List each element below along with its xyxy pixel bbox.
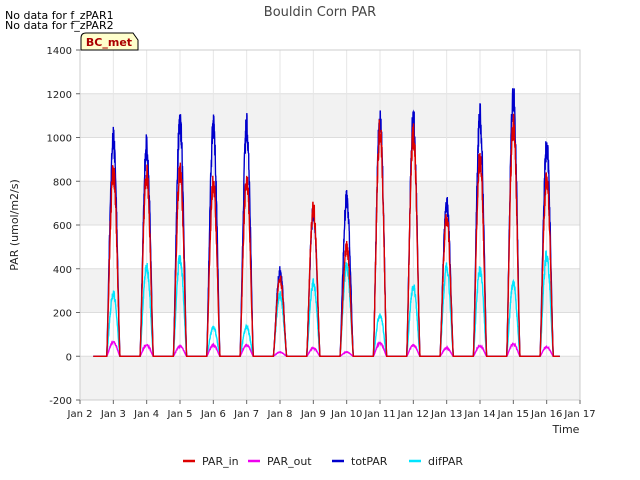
x-tick-label: Jan 8	[267, 409, 293, 420]
x-tick-label: Jan 5	[167, 409, 193, 420]
grid-band	[80, 356, 580, 400]
x-tick-label: Jan 15	[497, 409, 529, 420]
x-tick-label: Jan 10	[330, 409, 362, 420]
series-line-PAR_in	[93, 113, 560, 357]
x-tick-label: Jan 7	[233, 409, 259, 420]
x-tick-label: Jan 3	[100, 409, 126, 420]
grid-band	[80, 93, 580, 138]
x-tick-label: Jan 17	[563, 409, 595, 420]
legend-label-difPAR: difPAR	[428, 455, 463, 468]
no-data-note-1: No data for f_zPAR1	[5, 9, 114, 22]
y-tick-label: 200	[53, 309, 72, 320]
y-tick-label: 1000	[47, 134, 72, 145]
annotation-text: BC_met	[86, 36, 132, 49]
legend-label-PAR_out: PAR_out	[267, 455, 312, 468]
x-tick-label: Jan 12	[397, 409, 429, 420]
x-tick-label: Jan 11	[363, 409, 395, 420]
x-tick-label: Jan 13	[430, 409, 462, 420]
x-axis-label: Time	[552, 423, 580, 436]
y-axis-label: PAR (umol/m2/s)	[8, 179, 21, 271]
annotation-box: BC_met	[80, 32, 139, 51]
y-tick-label: 800	[53, 177, 72, 188]
x-tick-label: Jan 14	[463, 409, 495, 420]
x-tick-label: Jan 4	[133, 409, 159, 420]
grid-band	[80, 268, 580, 313]
y-tick-label: 400	[53, 265, 72, 276]
legend: PAR_in PAR_out totPAR difPAR	[183, 455, 463, 468]
y-tick-label: 1200	[47, 90, 72, 101]
y-tick-label: 600	[53, 221, 72, 232]
chart-title: Bouldin Corn PAR	[264, 5, 376, 20]
legend-label-totPAR: totPAR	[351, 455, 388, 468]
x-tick-label: Jan 6	[200, 409, 226, 420]
no-data-note-2: No data for f_zPAR2	[5, 19, 114, 32]
x-tick-label: Jan 9	[300, 409, 326, 420]
legend-label-PAR_in: PAR_in	[202, 455, 239, 468]
grid-band	[80, 181, 580, 225]
x-tick-label: Jan 16	[530, 409, 562, 420]
y-tick-label: 0	[66, 352, 72, 363]
y-tick-label: -200	[49, 396, 72, 407]
x-tick-label: Jan 2	[67, 409, 93, 420]
y-tick-label: 1400	[47, 46, 72, 57]
